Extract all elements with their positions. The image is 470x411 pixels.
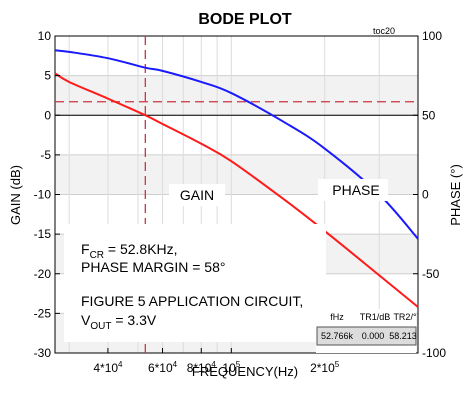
series-line-phase: [54, 49, 419, 240]
vout-label: VOUT = 3.3V: [81, 312, 157, 332]
figure-caption-line1: FIGURE 5 APPLICATION CIRCUIT,: [81, 293, 303, 309]
right-tick-label: 50: [422, 108, 436, 122]
gain-series-label: GAIN: [180, 187, 214, 203]
readout-value-freq: 52.766k: [321, 331, 354, 341]
cursor-readout: fHz TR1/dB TR2/° 52.766k 0.000 58.213: [316, 309, 417, 353]
right-tick-label: -50: [422, 267, 440, 281]
crossover-frequency-label: FCR = 52.8KHz,: [81, 241, 178, 261]
chart-title: BODE PLOT: [198, 11, 292, 28]
x-tick-label: 6*104: [148, 360, 178, 375]
series-line-gain: [54, 72, 419, 308]
left-tick-label: -15: [34, 227, 52, 241]
readout-value-tr2: 58.213: [389, 331, 417, 341]
readout-header-tr2: TR2/°: [393, 312, 417, 322]
background-band: [55, 36, 418, 76]
left-tick-label: -30: [34, 346, 52, 360]
figure-tag: toc20: [373, 26, 395, 36]
series-group: [54, 49, 419, 308]
annotation-box: FCR = 52.8KHz, PHASE MARGIN = 58° FIGURE…: [64, 224, 326, 342]
left-tick-label: 10: [38, 29, 52, 43]
x-tick-label: 4*104: [93, 360, 123, 375]
background-band: [55, 115, 418, 155]
left-tick-label: 5: [44, 69, 51, 83]
x-tick-label: 2*105: [310, 360, 340, 375]
right-tick-label: 0: [422, 188, 429, 202]
readout-value-box: [316, 326, 417, 346]
left-tick-label: -5: [40, 148, 51, 162]
left-tick-label: -20: [34, 267, 52, 281]
phase-label-group: PHASE: [318, 179, 388, 201]
x-tick-label: 105: [222, 360, 240, 375]
gain-label-group: GAIN: [169, 184, 225, 206]
y-axis-label-right: PHASE (°): [448, 164, 463, 226]
left-tick-label: -10: [34, 188, 52, 202]
y-axis-label-left: GAIN (dB): [8, 165, 23, 225]
right-tick-label: 100: [422, 29, 442, 43]
left-tick-label: 0: [44, 108, 51, 122]
phase-series-label: PHASE: [332, 182, 379, 198]
left-tick-label: -25: [34, 306, 52, 320]
right-tick-label: -100: [422, 346, 446, 360]
x-axis-label: FREQUENCY(Hz): [192, 364, 298, 379]
x-tick-label: 8*104: [187, 360, 217, 375]
readout-header-freq: fHz: [330, 312, 344, 322]
phase-margin-label: PHASE MARGIN = 58°: [81, 259, 225, 275]
readout-value-tr1: 0.000: [362, 331, 385, 341]
readout-header-tr1: TR1/dB: [360, 312, 391, 322]
